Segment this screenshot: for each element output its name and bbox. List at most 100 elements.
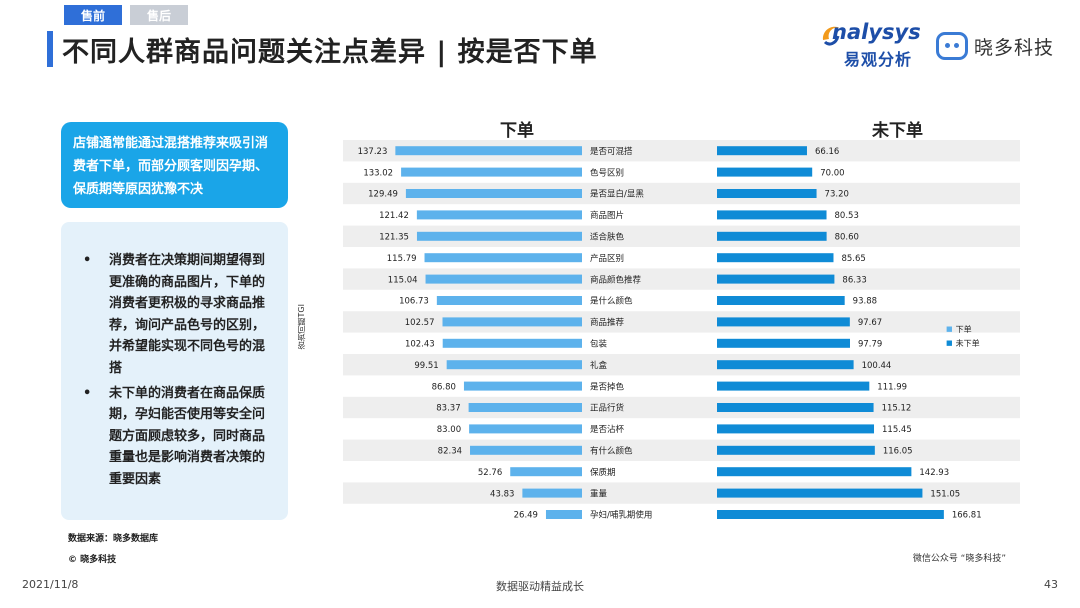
bullet-text: 消费者在决策期间期望得到更准确的商品图片，下单的消费者更积极的寻求商品推荐，询问… bbox=[109, 253, 266, 376]
bullet-dot: • bbox=[83, 385, 92, 401]
bar-ordered bbox=[401, 167, 582, 177]
title-accent-bar bbox=[47, 31, 53, 67]
bar-not-ordered bbox=[717, 146, 807, 156]
value-label-not-ordered: 80.53 bbox=[835, 211, 859, 221]
category-label: 是什么颜色 bbox=[590, 296, 633, 307]
category-label: 有什么颜色 bbox=[590, 446, 633, 457]
bar-not-ordered bbox=[717, 381, 870, 391]
value-label-ordered: 82.34 bbox=[438, 447, 462, 457]
bar-ordered bbox=[416, 210, 582, 220]
tab-aftersale[interactable]: 售后 bbox=[130, 5, 188, 25]
bar-not-ordered bbox=[717, 274, 835, 284]
legend-label-not-ordered: 未下单 bbox=[955, 338, 980, 348]
bar-not-ordered bbox=[717, 445, 875, 455]
category-label: 商品图片 bbox=[590, 210, 624, 221]
row-band bbox=[343, 482, 1020, 504]
bar-ordered bbox=[510, 467, 582, 477]
category-label: 色号区别 bbox=[590, 167, 624, 178]
value-label-not-ordered: 85.65 bbox=[841, 254, 865, 264]
wechat-account: 微信公众号 “晓多科技” bbox=[912, 554, 1006, 564]
bar-ordered bbox=[468, 403, 582, 412]
value-label-ordered: 102.43 bbox=[405, 340, 435, 350]
bar-ordered bbox=[425, 274, 582, 284]
chart-legend: ■ 下单 ■ 未下单 bbox=[946, 322, 980, 350]
row-band bbox=[343, 268, 1020, 290]
value-label-ordered: 26.49 bbox=[514, 511, 538, 521]
row-band bbox=[343, 140, 1020, 162]
tab-presale[interactable]: 售前 bbox=[64, 5, 122, 25]
category-label: 礼盒 bbox=[590, 360, 608, 371]
category-label: 是否显白/显黑 bbox=[590, 189, 644, 200]
analysys-logo-cn: 易观分析 bbox=[844, 50, 913, 69]
category-label: 正品行货 bbox=[590, 403, 625, 414]
bar-ordered bbox=[469, 424, 582, 434]
value-label-not-ordered: 115.12 bbox=[882, 404, 912, 414]
value-label-ordered: 83.00 bbox=[437, 425, 461, 435]
category-label: 保质期 bbox=[590, 467, 616, 478]
bar-not-ordered bbox=[717, 467, 912, 477]
page-number: 43 bbox=[1044, 578, 1058, 591]
value-label-not-ordered: 97.67 bbox=[858, 318, 882, 328]
bar-ordered bbox=[545, 510, 582, 519]
legend-marker-ordered: ■ bbox=[946, 325, 953, 333]
value-label-not-ordered: 142.93 bbox=[919, 468, 949, 478]
category-label: 产品区别 bbox=[590, 253, 624, 264]
value-label-not-ordered: 166.81 bbox=[952, 511, 982, 521]
summary-box: • 消费者在决策期间期望得到更准确的商品图片，下单的消费者更积极的寻求商品推荐，… bbox=[61, 222, 288, 520]
bar-ordered bbox=[436, 296, 582, 305]
bar-not-ordered bbox=[717, 296, 845, 305]
row-band bbox=[343, 182, 1020, 205]
value-label-ordered: 133.02 bbox=[363, 168, 393, 178]
bar-not-ordered bbox=[717, 253, 834, 263]
footer-date: 2021/11/8 bbox=[22, 578, 79, 591]
value-label-not-ordered: 116.05 bbox=[883, 447, 913, 457]
category-label: 商品推荐 bbox=[590, 317, 625, 328]
value-label-ordered: 83.37 bbox=[436, 404, 460, 414]
value-label-not-ordered: 111.99 bbox=[877, 382, 907, 392]
value-label-ordered: 115.79 bbox=[387, 254, 417, 264]
legend-item-ordered: ■ 下单 bbox=[946, 322, 980, 336]
data-source: 数据来源：晓多数据库 bbox=[68, 534, 159, 544]
legend-marker-not-ordered: ■ bbox=[946, 339, 953, 347]
bar-not-ordered bbox=[717, 424, 875, 434]
bar-ordered bbox=[416, 231, 582, 241]
analysys-swoosh-icon bbox=[822, 26, 840, 46]
bar-not-ordered bbox=[717, 360, 854, 370]
copyright: © 晓多科技 bbox=[68, 555, 117, 565]
xiaoduo-logo: 晓多科技 bbox=[936, 32, 1054, 60]
bar-not-ordered bbox=[717, 403, 874, 412]
bar-not-ordered bbox=[717, 488, 923, 498]
value-label-not-ordered: 115.45 bbox=[882, 425, 912, 435]
bar-ordered bbox=[522, 488, 582, 498]
row-band bbox=[343, 311, 1020, 333]
tab-bar: 售前 售后 bbox=[64, 5, 188, 25]
bar-ordered bbox=[424, 253, 582, 263]
value-label-not-ordered: 151.05 bbox=[930, 489, 960, 499]
xiaoduo-logo-name: 晓多科技 bbox=[974, 36, 1055, 59]
value-label-not-ordered: 73.20 bbox=[825, 190, 849, 200]
category-label: 商品颜色推荐 bbox=[590, 274, 642, 285]
bullet-text: 未下单的消费者在商品保质期，孕妇能否使用等安全问题方面顾虑较多，同时商品重量也是… bbox=[109, 385, 266, 487]
row-band bbox=[343, 225, 1020, 247]
chart-title-not-ordered: 未下单 bbox=[872, 121, 923, 141]
robot-icon bbox=[936, 32, 968, 60]
bar-not-ordered bbox=[717, 338, 850, 348]
value-label-not-ordered: 86.33 bbox=[842, 275, 866, 285]
bar-ordered bbox=[470, 445, 582, 455]
value-label-not-ordered: 97.79 bbox=[858, 340, 882, 350]
footer-slogan: 数据驱动精益成长 bbox=[496, 580, 584, 593]
value-label-not-ordered: 66.16 bbox=[815, 147, 839, 157]
bar-not-ordered bbox=[717, 231, 827, 241]
value-label-ordered: 102.57 bbox=[405, 318, 435, 328]
category-label: 是否可混搭 bbox=[590, 146, 633, 157]
summary-bullet: • 消费者在决策期间期望得到更准确的商品图片，下单的消费者更积极的寻求商品推荐，… bbox=[83, 250, 274, 380]
value-label-ordered: 43.83 bbox=[490, 489, 514, 499]
value-label-ordered: 99.51 bbox=[414, 361, 438, 371]
row-band bbox=[343, 439, 1020, 461]
legend-label-ordered: 下单 bbox=[955, 324, 972, 334]
bar-not-ordered bbox=[717, 317, 850, 327]
analysys-logo: nalysys 易观分析 bbox=[820, 20, 930, 72]
value-label-ordered: 137.23 bbox=[358, 147, 388, 157]
category-label: 包装 bbox=[590, 339, 608, 350]
